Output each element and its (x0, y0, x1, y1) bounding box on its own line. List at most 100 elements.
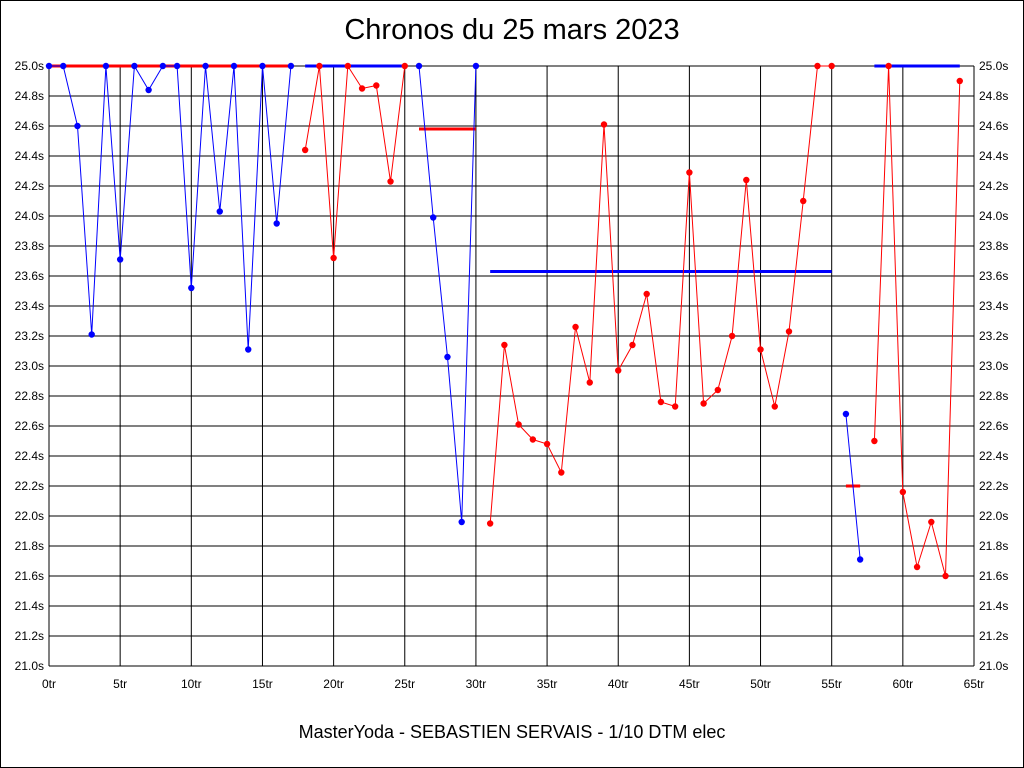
data-point (202, 62, 209, 70)
data-point (415, 62, 423, 70)
y-tick-label-left: 24.6s (15, 119, 44, 133)
data-point (501, 341, 508, 349)
data-point (102, 62, 110, 70)
data-point (800, 197, 807, 205)
y-tick-label-left: 23.0s (15, 359, 44, 373)
data-point (116, 256, 124, 263)
y-tick-label-left: 23.6s (15, 269, 44, 283)
data-point (373, 82, 380, 89)
data-point (757, 346, 764, 353)
data-point (842, 410, 850, 418)
data-point (387, 178, 394, 185)
y-tick-label-left: 24.2s (15, 179, 44, 193)
data-point (871, 437, 878, 445)
data-point (273, 220, 280, 227)
x-tick-label: 15tr (252, 677, 273, 691)
y-tick-label-left: 22.8s (15, 389, 44, 403)
x-tick-label: 40tr (608, 677, 629, 691)
data-point (543, 440, 551, 448)
y-tick-label-left: 22.6s (15, 419, 44, 433)
y-tick-label-right: 23.8s (979, 239, 1008, 253)
x-tick-label: 45tr (679, 677, 700, 691)
chart-subtitle: MasterYoda - SEBASTIEN SERVAIS - 1/10 DT… (298, 722, 726, 742)
y-tick-label-right: 21.2s (979, 629, 1008, 643)
data-point (558, 469, 565, 476)
x-tick-label: 55tr (821, 677, 842, 691)
y-tick-label-right: 21.8s (979, 539, 1008, 553)
data-point (942, 572, 949, 580)
x-tick-label: 20tr (323, 677, 344, 691)
y-tick-label-right: 22.2s (979, 479, 1008, 493)
data-point (159, 62, 167, 70)
data-point (899, 488, 907, 496)
data-point (586, 379, 593, 386)
y-tick-label-right: 23.2s (979, 329, 1008, 343)
y-tick-label-right: 24.0s (979, 209, 1008, 223)
y-tick-label-right: 24.2s (979, 179, 1008, 193)
data-point (657, 398, 665, 406)
x-tick-label: 25tr (394, 677, 415, 691)
data-point (956, 77, 963, 85)
data-point (472, 62, 480, 70)
data-point (131, 62, 138, 70)
y-tick-label-left: 23.4s (15, 299, 44, 313)
data-point (216, 208, 223, 215)
data-point (401, 62, 408, 70)
series-line (49, 64, 292, 350)
x-tick-label: 65tr (964, 677, 985, 691)
x-tick-label: 30tr (466, 677, 487, 691)
chart-title: Chronos du 25 mars 2023 (344, 14, 680, 46)
data-point (259, 62, 266, 70)
axis-labels: 25.0s 25.0s 24.8s 24.8s 24.6s 24.6s 24.4s 24.4s… (15, 59, 1009, 691)
series-line (873, 65, 961, 577)
y-tick-label-left: 23.8s (15, 239, 44, 253)
y-tick-label-left: 21.8s (15, 539, 44, 553)
x-tick-label: 50tr (750, 677, 771, 691)
data-point (885, 62, 892, 70)
x-tick-label: 5tr (113, 677, 127, 691)
data-point (572, 323, 579, 331)
data-point (600, 121, 608, 128)
y-tick-label-left: 21.4s (15, 599, 44, 613)
data-point (188, 284, 195, 292)
data-point (928, 518, 935, 526)
data-point (230, 62, 238, 70)
data-point (444, 353, 451, 361)
data-point (686, 169, 693, 176)
y-tick-label-right: 23.4s (979, 299, 1008, 313)
data-point (700, 400, 707, 407)
y-tick-label-left: 22.2s (15, 479, 44, 493)
y-tick-label-left: 25.0s (15, 59, 44, 73)
data-point (743, 176, 750, 184)
series-line (418, 65, 477, 523)
data-point (728, 332, 736, 340)
y-tick-label-right: 21.6s (979, 569, 1008, 583)
x-tick-label: 0tr (42, 677, 56, 691)
y-tick-label-right: 21.4s (979, 599, 1008, 613)
y-tick-label-right: 21.0s (979, 659, 1008, 673)
data-point (88, 331, 95, 338)
y-tick-label-right: 22.6s (979, 419, 1008, 433)
data-point (785, 328, 793, 335)
data-point (615, 367, 622, 374)
x-tick-label: 60tr (893, 677, 914, 691)
data-point (515, 421, 522, 428)
series-line (489, 65, 832, 524)
y-tick-label-left: 21.2s (15, 629, 44, 643)
y-tick-label-right: 22.8s (979, 389, 1008, 403)
data-point (458, 518, 465, 526)
data-point (629, 341, 636, 349)
y-tick-label-right: 24.4s (979, 149, 1008, 163)
series-line (845, 413, 861, 560)
x-tick-label: 10tr (181, 677, 202, 691)
data-point (671, 403, 679, 410)
y-tick-label-right: 23.6s (979, 269, 1008, 283)
data-point (316, 62, 323, 70)
data-point (714, 386, 722, 394)
data-point (856, 556, 864, 563)
y-tick-label-left: 21.6s (15, 569, 44, 583)
data-point (301, 146, 309, 154)
data-point (771, 403, 778, 410)
data-point (330, 254, 337, 262)
